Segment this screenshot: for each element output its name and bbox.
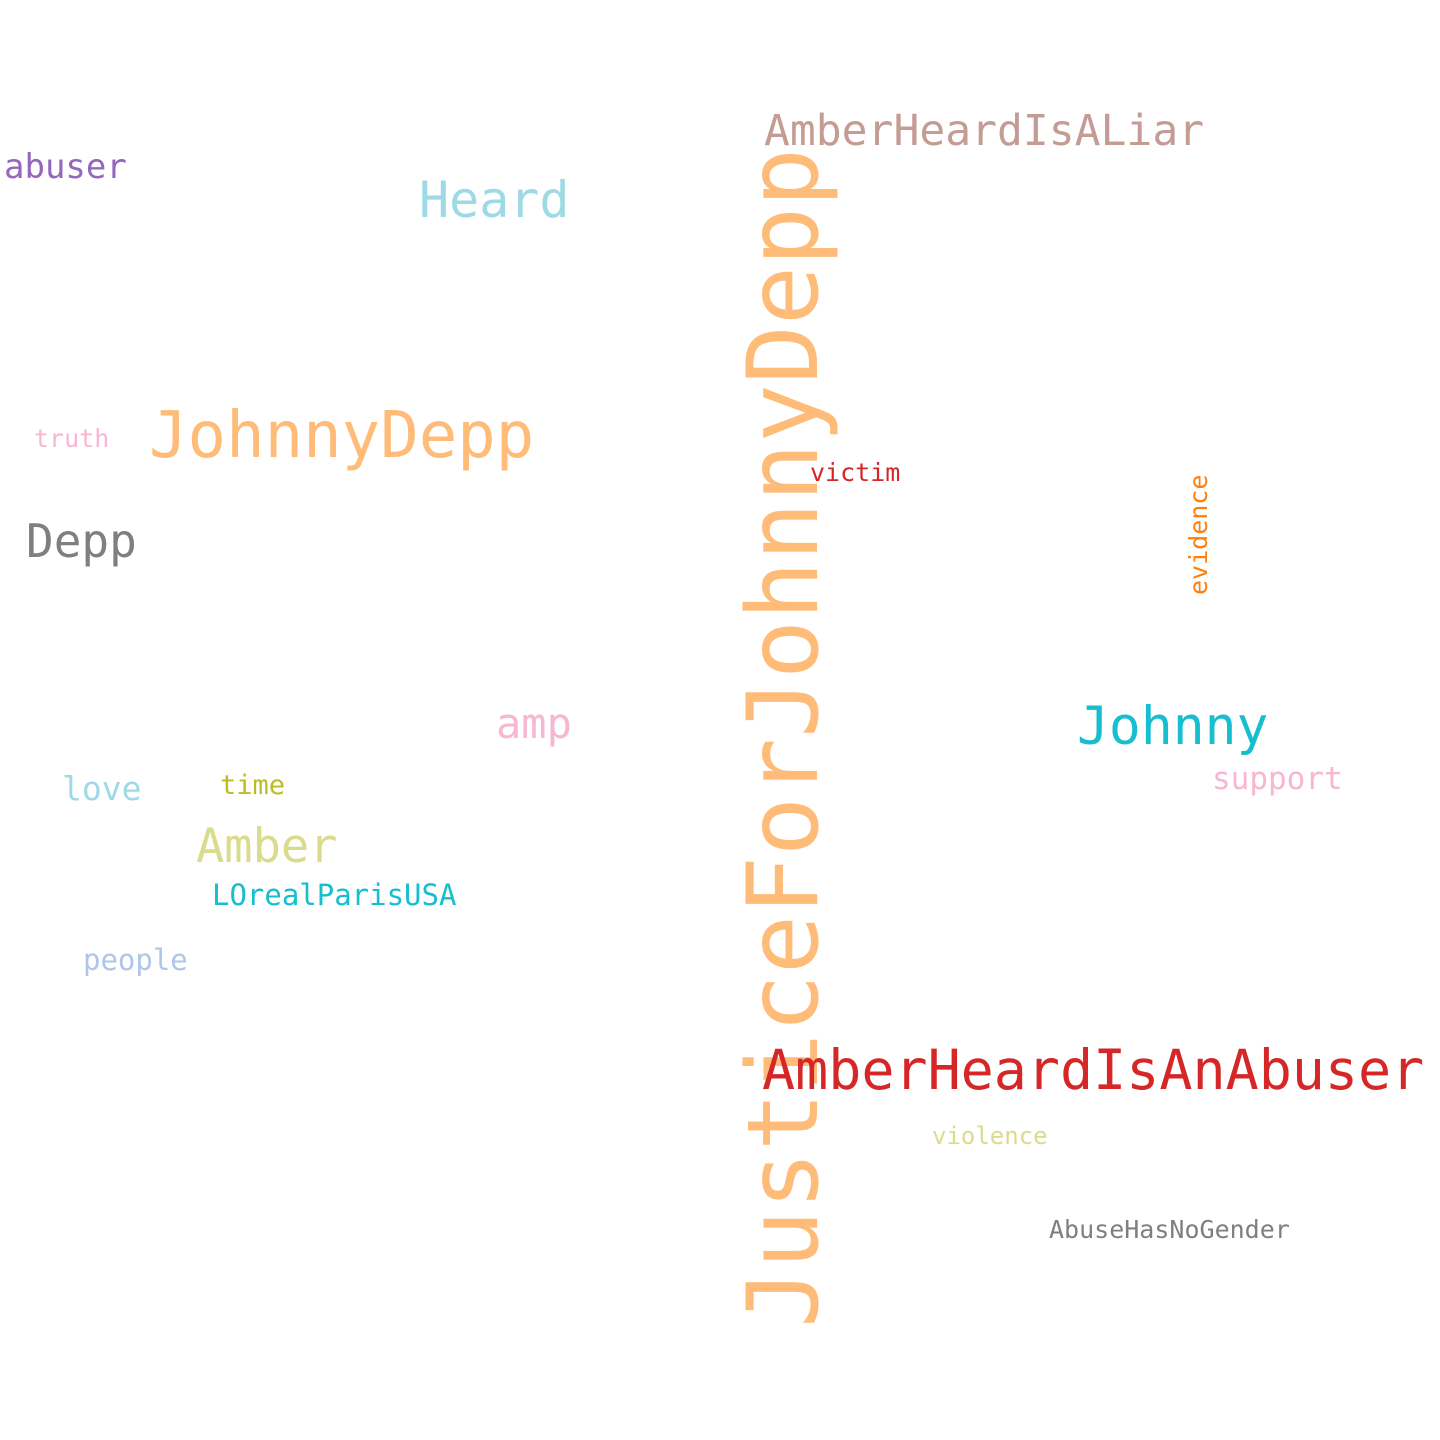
word-evidence: evidence — [1184, 474, 1213, 595]
word-love: love — [62, 769, 142, 808]
word-lorealparisusa: LOrealParisUSA — [212, 878, 457, 912]
word-support: support — [1212, 761, 1343, 797]
word-violence: violence — [932, 1122, 1048, 1150]
word-depp: Depp — [26, 514, 137, 568]
word-truth: truth — [34, 424, 110, 453]
word-abuser: abuser — [4, 147, 127, 187]
word-time: time — [220, 770, 286, 801]
word-abusehasnogender: AbuseHasNoGender — [1049, 1215, 1290, 1244]
word-amber: Amber — [196, 819, 338, 874]
word-victim: victim — [810, 458, 901, 487]
word-amberheardisanabuser: AmberHeardIsAnAbuser — [762, 1038, 1425, 1102]
word-amp: amp — [496, 699, 572, 748]
word-johnny: Johnny — [1077, 696, 1269, 757]
word-johnnydepp: JohnnyDepp — [149, 399, 535, 473]
word-heard: Heard — [419, 171, 570, 229]
word-justiceforjohnnydepp: JusticeForJohnnyDepp — [727, 147, 841, 1328]
word-amberheardisaliar: AmberHeardIsALiar — [764, 106, 1205, 156]
word-people: people — [83, 943, 188, 977]
